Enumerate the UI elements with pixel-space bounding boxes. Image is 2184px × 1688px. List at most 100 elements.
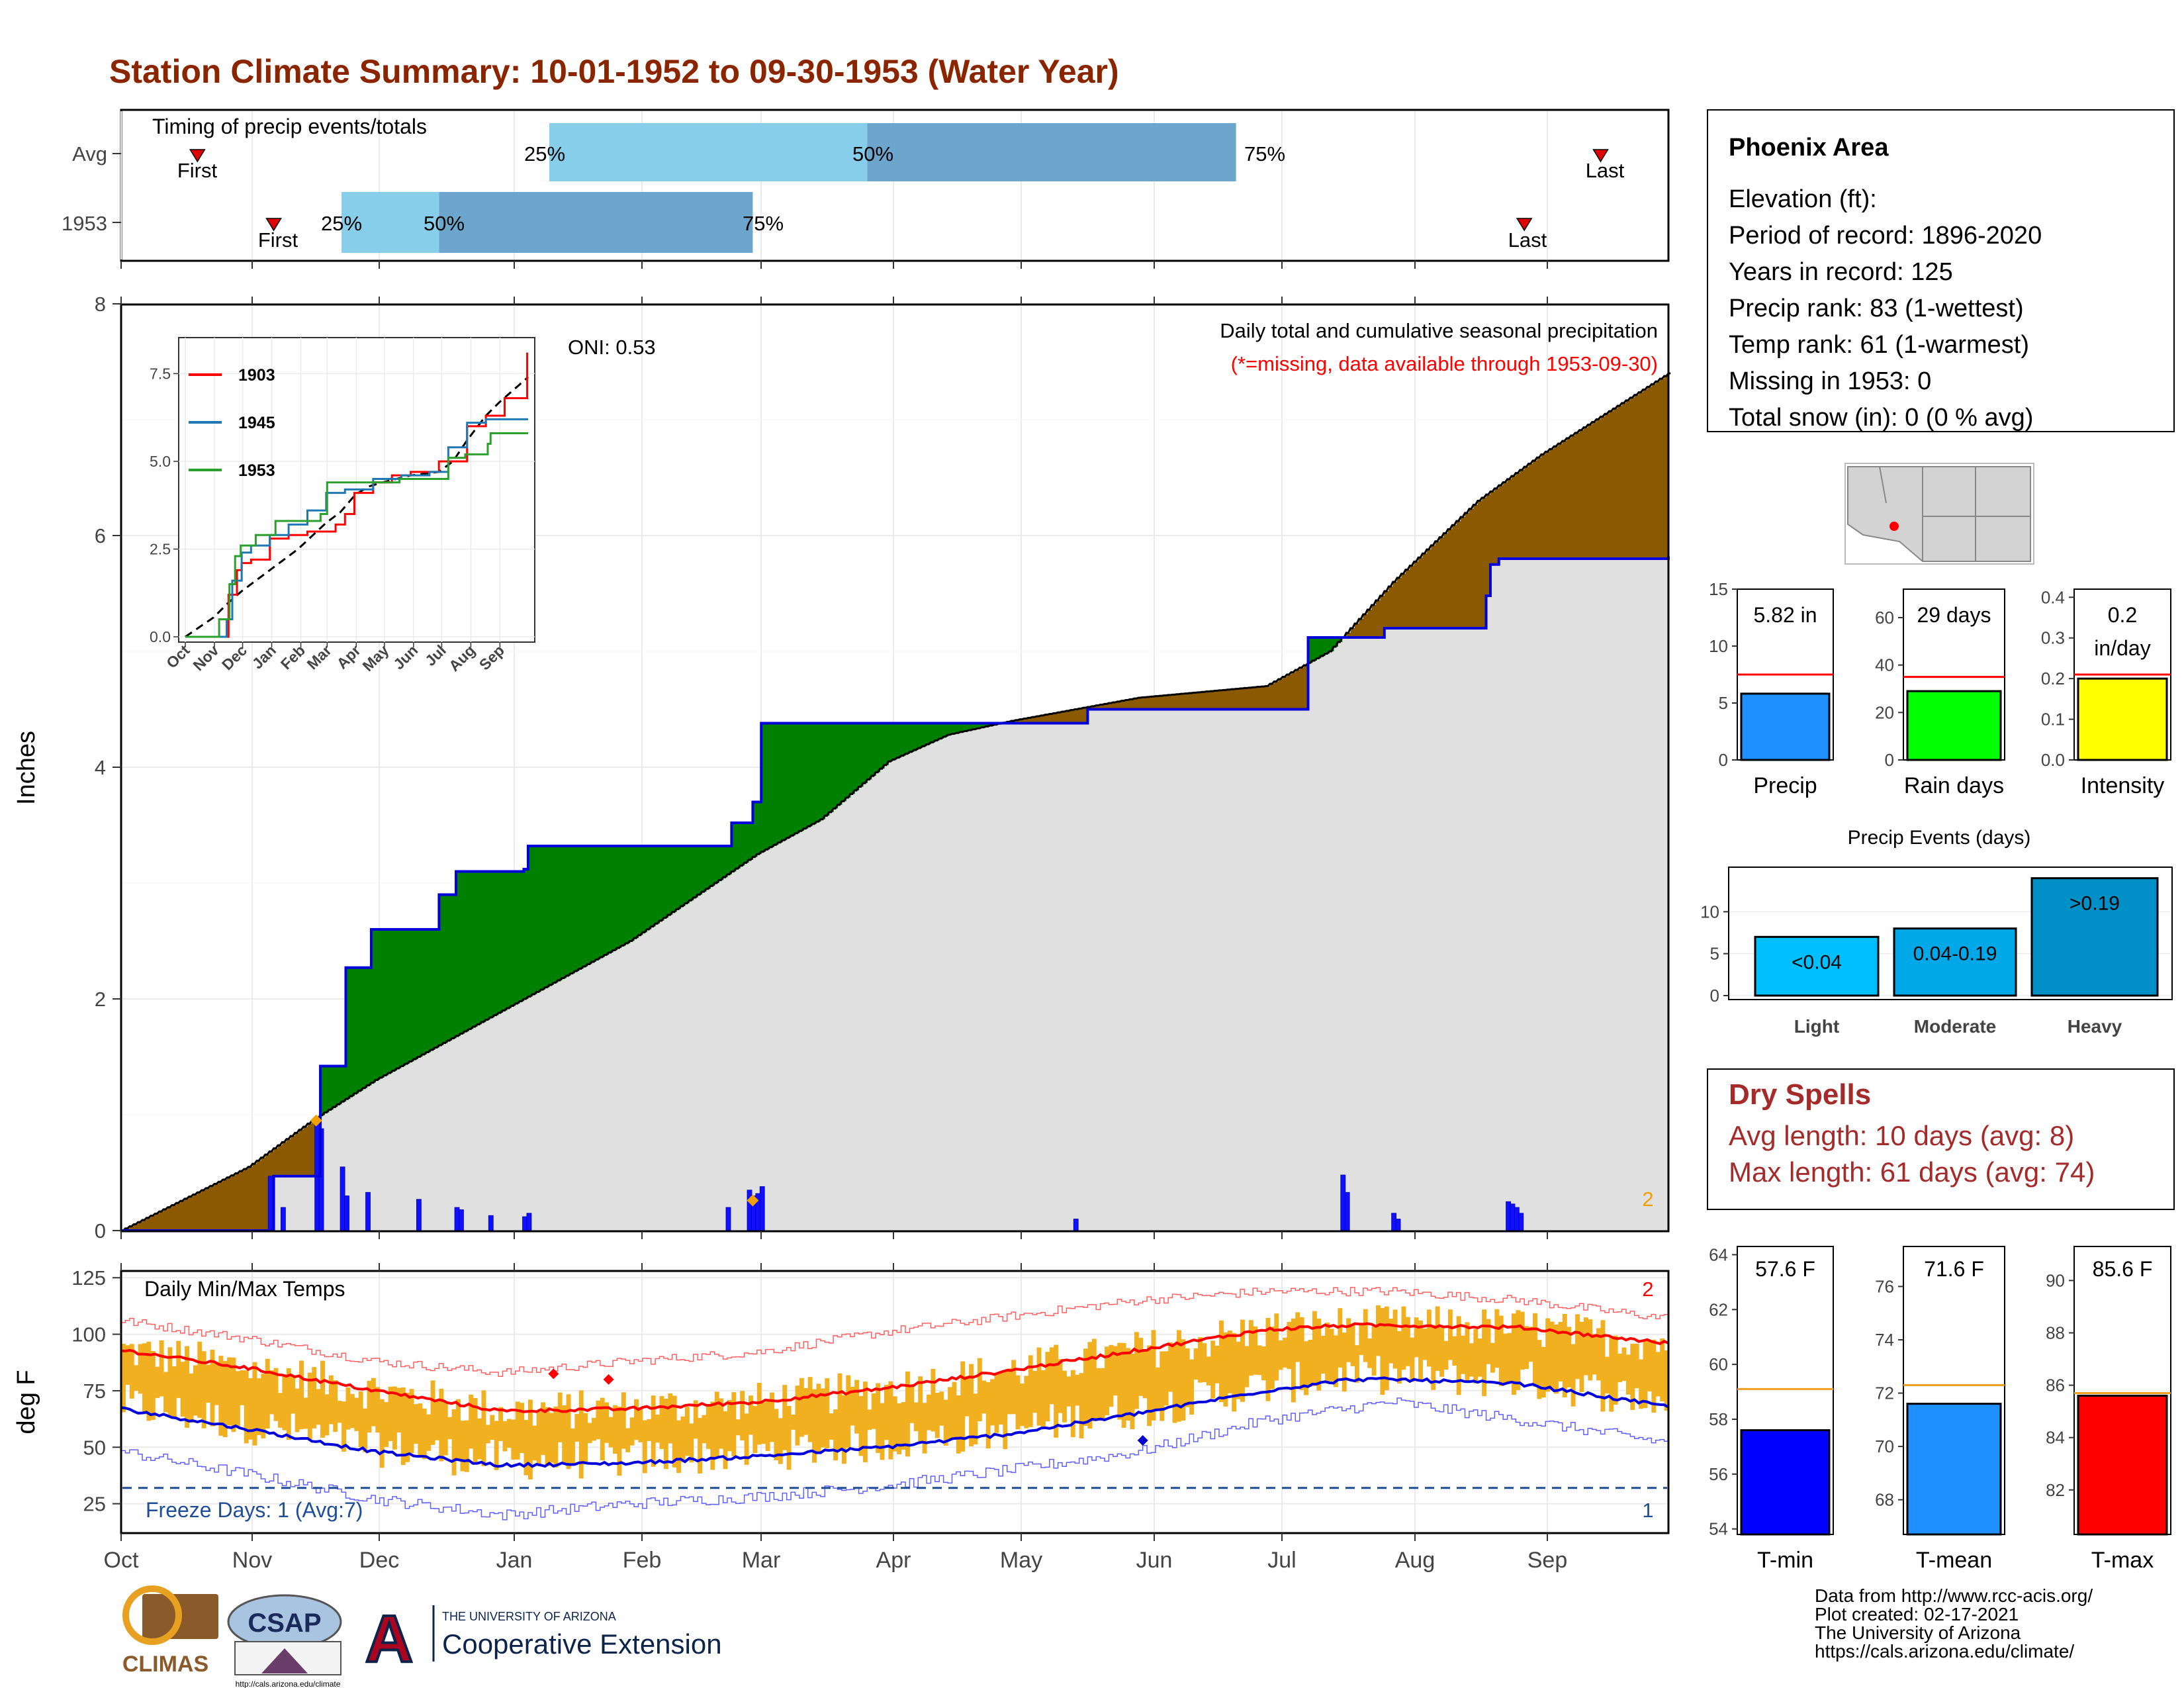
year-cumulative-line [121,556,1670,1232]
precip-surplus-area [867,723,872,780]
precip-surplus-area [617,846,622,948]
daily-temp-range-bar [1359,1325,1364,1355]
precip-surplus-area [349,967,355,1096]
daily-temp-range-bar [1045,1352,1050,1422]
daily-temp-range-bar [676,1420,682,1474]
temp-panel: 25 50 75 100 125 Oct Nov Dec Jan Feb Mar Apr May Jun… [13,1263,1670,1573]
precip-deficit-area [1210,691,1216,710]
precip-surplus-area [506,871,512,1008]
precip-deficit-area [1015,720,1021,724]
month-label: Nov [232,1548,272,1573]
precip-surplus-area [803,723,809,829]
daily-temp-range-bar [1244,1346,1250,1387]
daily-temp-range-bar [1583,1317,1588,1376]
daily-temp-range-bar [731,1392,737,1456]
daily-temp-range-bar [913,1402,919,1432]
precip-deficit-area [1456,521,1461,628]
daily-temp-range-bar [1447,1309,1453,1360]
precip-surplus-area [574,846,580,971]
daily-temp-range-bar [1558,1322,1563,1382]
precip-deficit-area [1600,416,1606,559]
daily-temp-range-bar [1100,1368,1105,1419]
precip-surplus-area [604,846,610,955]
daily-temp-range-bar [1240,1319,1245,1402]
daily-temp-range-bar [1189,1359,1195,1415]
daily-temp-range-bar [1287,1321,1292,1370]
precip-deficit-area [1261,686,1267,710]
precip-deficit-area [159,1211,164,1231]
summary-bar-ytick-label: 60 [1875,608,1894,628]
daily-temp-range-bar [244,1370,249,1444]
precip-surplus-area [469,871,474,1029]
daily-temp-range-bar [511,1419,516,1460]
daily-temp-range-bar [1261,1346,1266,1381]
precip-surplus-area [608,846,614,953]
year-last-label: Last [1508,228,1547,252]
precip-surplus-area [651,846,656,927]
precip-deficit-area [1579,430,1584,559]
daily-temp-range-bar [1219,1320,1224,1403]
daily-temp-range-bar [1291,1318,1296,1403]
daily-temp-range-bar [608,1417,614,1448]
precip-surplus-area [850,723,855,794]
station-line-snow: Total snow (in): 0 (0 % avg) [1729,404,2033,432]
daily-precip-bar [344,1196,349,1232]
precip-surplus-area [977,723,982,729]
precip-surplus-area [566,846,571,976]
daily-temp-range-bar [193,1365,198,1416]
daily-temp-range-bar [850,1387,855,1426]
daily-temp-range-bar [888,1381,893,1460]
daily-precip-bar [1340,1174,1346,1232]
map-border-4 [1879,466,1887,504]
daily-temp-range-bar [1015,1375,1021,1430]
inset-ytick-label: 2.5 [150,540,171,557]
daily-temp-range-bar [985,1382,991,1449]
precip-surplus-area [435,929,440,1048]
daily-temp-range-bar [138,1344,143,1394]
daily-temp-range-bar [1418,1320,1423,1380]
daily-temp-range-bar [1503,1333,1508,1383]
daily-temp-range-bar [1350,1325,1355,1366]
summary-bar-rain-days [1906,690,2002,761]
credits: Data from http://www.rcc-acis.org/ Plot … [1815,1585,2093,1662]
daily-temp-range-bar [1206,1356,1211,1385]
precip-surplus-area [897,723,902,758]
temp-summary-ytick-label: 58 [1709,1409,1728,1429]
daily-temp-range-bar [536,1412,541,1466]
precip-deficit-area [1096,705,1101,710]
daily-temp-range-bar [1426,1309,1432,1367]
station-line-elevation: Elevation (ft): [1729,185,1877,213]
daily-temp-range-bar [481,1390,486,1466]
daily-temp-range-bar [1105,1346,1109,1415]
precip-deficit-area [1134,698,1139,710]
precip-deficit-area [1299,667,1304,710]
station-line-missing: Missing in 1953: 0 [1729,367,1931,395]
precip-deficit-area [1363,614,1368,637]
daily-temp-range-bar [1617,1353,1623,1382]
precip-surplus-area [553,846,559,983]
precip-deficit-area [1435,541,1440,628]
summary-bar-ytick-label: 0.0 [2041,750,2065,770]
daily-temp-range-bar [515,1401,520,1460]
precip-surplus-area [731,823,737,872]
daily-temp-range-bar [231,1357,236,1432]
precip-surplus-area [367,967,372,1086]
precip-deficit-area [1634,395,1639,559]
precip-subtitle: Daily total and cumulative seasonal prec… [1220,319,1658,342]
precip-deficit-area [1197,692,1203,710]
daily-precip-bar [1518,1213,1524,1232]
daily-temp-range-bar [358,1391,363,1448]
daily-temp-range-bar [668,1393,673,1444]
daily-temp-range-bar [379,1399,385,1468]
daily-temp-range-bar [1643,1341,1648,1409]
daily-temp-range-bar [719,1398,724,1449]
daily-temp-range-bar [1452,1336,1457,1366]
precip-deficit-area [1528,463,1533,559]
precip-deficit-area [1617,406,1623,559]
precip-deficit-area [1621,402,1627,559]
daily-temp-range-bar [1160,1351,1165,1421]
precip-surplus-area [596,846,601,960]
daily-temp-range-bar [312,1367,317,1429]
precip-surplus-area [328,1066,334,1110]
daily-temp-range-bar [1545,1318,1551,1392]
